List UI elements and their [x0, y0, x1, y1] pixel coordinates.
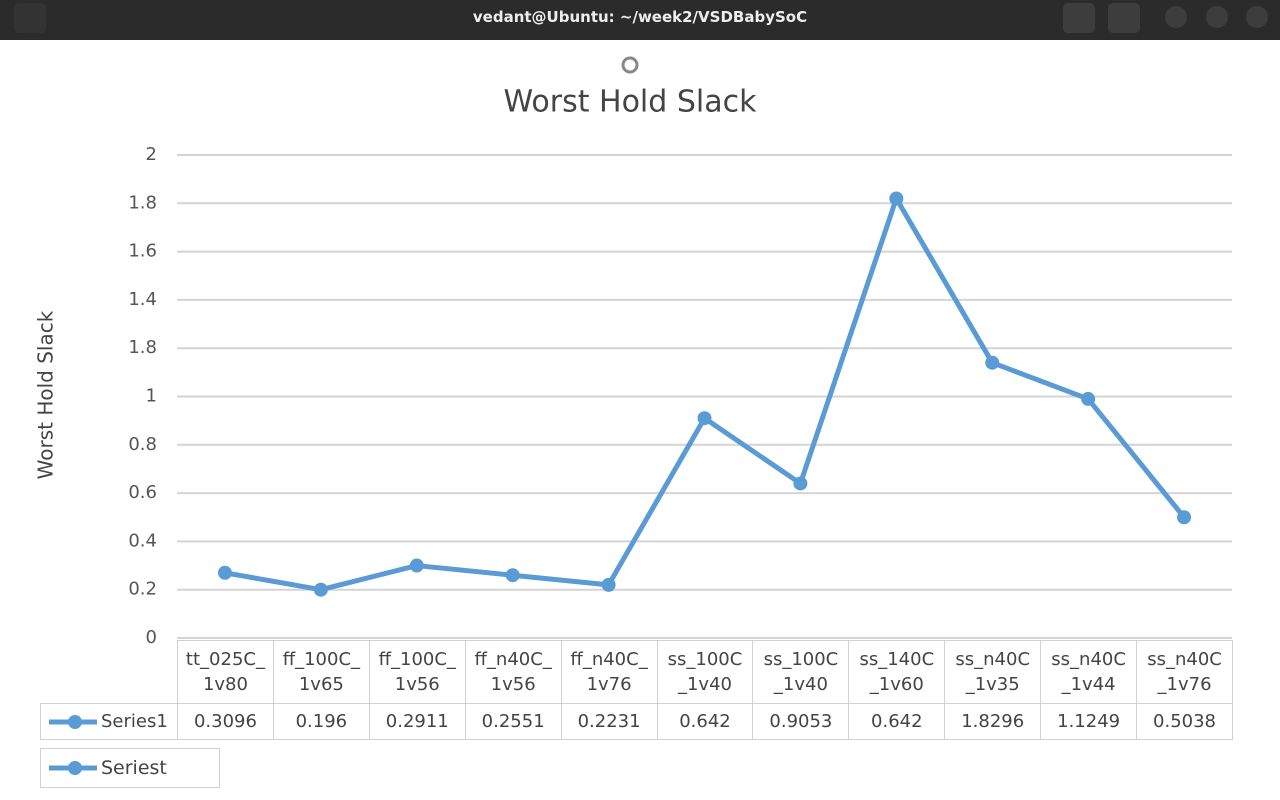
table-value: 0.2551	[464, 703, 562, 740]
y-tick-label: 0	[146, 627, 157, 648]
table-value: 0.196	[272, 703, 370, 740]
marker	[1081, 391, 1096, 406]
marker	[505, 568, 520, 583]
marker	[793, 476, 808, 491]
y-tick-label: 1	[146, 386, 157, 407]
marker	[409, 558, 424, 573]
chart-title: Worst Hold Slack	[504, 85, 758, 120]
category-label: ff_n40C_ 1v56	[464, 640, 562, 704]
marker	[313, 582, 328, 597]
y-tick-label: 1.6	[128, 241, 157, 262]
marker	[985, 355, 1000, 370]
marker	[697, 411, 712, 426]
handle	[621, 56, 639, 74]
table-value: 0.2911	[368, 703, 466, 740]
row-label: Series1	[101, 711, 168, 732]
table-value: 0.3096	[177, 703, 274, 740]
table-value: 0.642	[656, 703, 754, 740]
table-value: 0.642	[848, 703, 946, 740]
table-value: 0.5038	[1136, 703, 1233, 740]
legend: Seriest	[40, 748, 220, 788]
y-tick-label: 1.8	[128, 337, 157, 358]
category-label: ss_100C _1v40	[656, 640, 754, 704]
close-button[interactable]	[1246, 6, 1268, 28]
marker	[889, 191, 904, 206]
y-tick-label: 0.4	[128, 530, 157, 551]
y-tick-label: 0.2	[128, 579, 157, 600]
legend-swatch	[49, 761, 97, 775]
category-label: ss_140C _1v60	[848, 640, 946, 704]
table-value: 1.1249	[1040, 703, 1138, 740]
marker	[1177, 510, 1192, 525]
table-value: 0.2231	[560, 703, 658, 740]
category-label: ss_100C _1v40	[752, 640, 850, 704]
app-icon[interactable]	[14, 3, 46, 33]
y-tick-label: 0.6	[128, 482, 157, 503]
category-label: tt_025C_ 1v80	[177, 640, 274, 704]
y-axis-label: Worst Hold Slack	[34, 310, 58, 479]
line	[224, 195, 1186, 593]
marker	[601, 577, 616, 592]
category-label: ff_100C_ 1v65	[272, 640, 370, 704]
marker	[217, 565, 232, 580]
maximize-button[interactable]	[1206, 6, 1228, 28]
y-tick-label: 1.4	[128, 289, 157, 310]
legend-label: Seriest	[101, 756, 167, 779]
minimize-button[interactable]	[1165, 6, 1187, 28]
table-value: 0.9053	[752, 703, 850, 740]
category-label: ff_n40C_ 1v76	[560, 640, 658, 704]
title-bar: vedant@Ubuntu: ~/week2/VSDBabySoC	[0, 0, 1280, 40]
category-label: ss_n40C _1v44	[1040, 640, 1138, 704]
y-tick-label: 0.8	[128, 434, 157, 455]
search-button[interactable]	[1063, 3, 1095, 33]
category-label: ss_n40C _1v35	[944, 640, 1042, 704]
legend-marker	[68, 761, 82, 775]
y-tick-label: 1.8	[128, 192, 157, 213]
category-label: ss_n40C _1v76	[1136, 640, 1233, 704]
table-value: 1.8296	[944, 703, 1042, 740]
window-title: vedant@Ubuntu: ~/week2/VSDBabySoC	[472, 8, 808, 26]
category-label: ff_100C_ 1v56	[368, 640, 466, 704]
menu-button[interactable]	[1108, 3, 1140, 33]
legend-swatch	[49, 714, 97, 729]
y-tick-label: 2	[146, 144, 157, 165]
legend-marker	[68, 714, 82, 729]
table-row-header: Series1	[40, 703, 178, 740]
chart: Worst Hold Slack Worst Hold Slack 0 0.2 0.…	[34, 56, 1232, 648]
